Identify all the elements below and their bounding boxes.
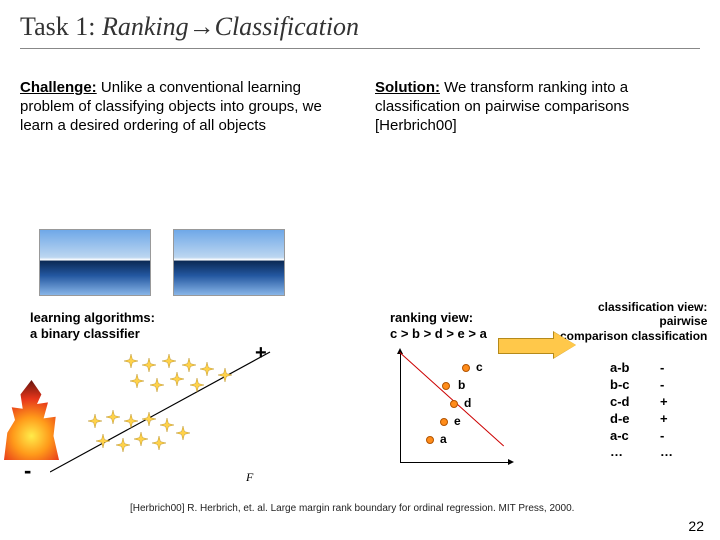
sparkle-icon xyxy=(190,378,204,392)
sparkle-icon xyxy=(160,418,174,432)
class-view-l2: pairwise xyxy=(560,314,707,328)
sparkle-icon xyxy=(130,374,144,388)
rank-dot xyxy=(462,364,470,372)
rank-dot-label: a xyxy=(440,432,447,446)
rank-diagram: cbdea xyxy=(400,352,510,462)
rank-view-l1: ranking view: xyxy=(390,310,487,326)
minus-label: - xyxy=(24,458,31,484)
citation: [Herbrich00] R. Herbrich, et. al. Large … xyxy=(130,503,700,514)
challenge-label: Challenge: xyxy=(20,79,97,96)
pair-sign: + xyxy=(660,411,668,428)
sparkle-icon xyxy=(88,414,102,428)
slide: Task 1: Ranking→Classification Challenge… xyxy=(0,0,720,540)
big-arrow-icon xyxy=(498,332,578,358)
rank-dot xyxy=(442,382,450,390)
sparkle-icon xyxy=(170,372,184,386)
rank-dot-label: d xyxy=(464,396,471,410)
pair-row: a-c- xyxy=(610,428,673,445)
sparkle-icon xyxy=(142,412,156,426)
sparkle-icon xyxy=(176,426,190,440)
class-view-l3: comparison classification xyxy=(560,329,707,343)
sparkle-icon xyxy=(218,368,232,382)
pair-name: c-d xyxy=(610,394,644,411)
rank-dot xyxy=(426,436,434,444)
learning-alg-caption: learning algorithms: a binary classifier xyxy=(30,310,155,341)
sparkle-icon xyxy=(142,358,156,372)
rank-dot-label: e xyxy=(454,414,461,428)
solution-label: Solution: xyxy=(375,79,440,96)
pair-sign: + xyxy=(660,394,668,411)
pair-row: b-c- xyxy=(610,377,673,394)
la-line1: learning algorithms: xyxy=(30,310,155,326)
pair-row: d-e + xyxy=(610,411,673,428)
sparkle-icon xyxy=(200,362,214,376)
solution-col: Solution: We transform ranking into a cl… xyxy=(375,79,700,135)
page-number: 22 xyxy=(688,518,704,534)
challenge-col: Challenge: Unlike a conventional learnin… xyxy=(20,79,345,135)
classification-view-caption: classification view: pairwise comparison… xyxy=(560,300,707,343)
sparkle-icon xyxy=(182,358,196,372)
columns: Challenge: Unlike a conventional learnin… xyxy=(20,79,700,135)
sparkle-icon xyxy=(124,414,138,428)
sparkle-icon xyxy=(134,432,148,446)
pair-name: a-c xyxy=(610,428,644,445)
pair-row: c-d + xyxy=(610,394,673,411)
rank-line xyxy=(399,352,504,446)
sparkle-icon xyxy=(152,436,166,450)
axis-x xyxy=(400,462,510,463)
horizon-thumb xyxy=(40,230,150,295)
la-line2: a binary classifier xyxy=(30,326,155,342)
title-prefix: Task 1: xyxy=(20,12,102,41)
separator-line xyxy=(50,350,280,480)
classifier-diagram: + - F xyxy=(30,350,280,490)
pair-name: a-b xyxy=(610,360,644,377)
title-main: Ranking→Classification xyxy=(102,12,359,41)
pair-name: … xyxy=(610,444,644,461)
pair-row: …… xyxy=(610,444,673,461)
sparkle-icon xyxy=(162,354,176,368)
pair-sign: - xyxy=(660,377,664,394)
pair-sign: … xyxy=(660,444,673,461)
horizon-thumb xyxy=(174,230,284,295)
rank-view-l2: c > b > d > e > a xyxy=(390,326,487,342)
sparkle-icon xyxy=(124,354,138,368)
pair-table: a-b-b-c-c-d+d-e+a-c-…… xyxy=(610,360,673,461)
pair-sign: - xyxy=(660,428,664,445)
thumbnails xyxy=(40,230,284,295)
pair-name: b-c xyxy=(610,377,644,394)
rank-dot-label: b xyxy=(458,378,465,392)
rank-dot xyxy=(440,418,448,426)
slide-title: Task 1: Ranking→Classification xyxy=(20,12,700,49)
rank-dot xyxy=(450,400,458,408)
arrow-x-icon xyxy=(508,459,514,465)
ranking-view-caption: ranking view: c > b > d > e > a xyxy=(390,310,487,341)
sparkle-icon xyxy=(116,438,130,452)
pair-row: a-b- xyxy=(610,360,673,377)
sparkle-icon xyxy=(96,434,110,448)
pair-sign: - xyxy=(660,360,664,377)
rank-dot-label: c xyxy=(476,360,483,374)
axis-y xyxy=(400,352,401,462)
sparkle-icon xyxy=(106,410,120,424)
pair-name: d-e xyxy=(610,411,644,428)
class-view-l1: classification view: xyxy=(560,300,707,314)
sparkle-icon xyxy=(150,378,164,392)
